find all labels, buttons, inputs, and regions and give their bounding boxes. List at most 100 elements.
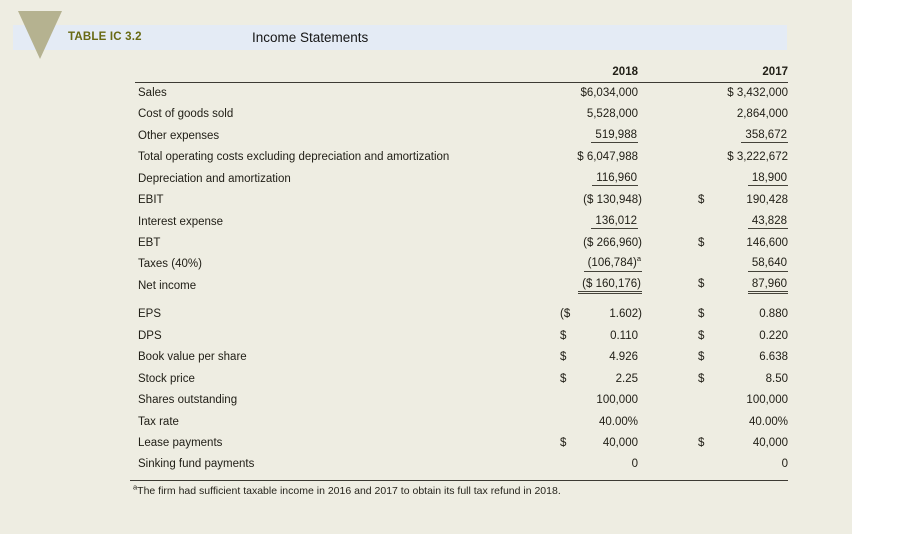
currency-prefix: $: [698, 237, 705, 250]
cell-value: 100,000: [596, 394, 638, 407]
table-row: EBIT ($ 130,948) $190,428: [135, 190, 788, 211]
cell-2017: $190,428: [698, 195, 788, 207]
cell-value: $6,034,000: [580, 86, 638, 99]
table-row: Stock price $2.25 $8.50: [135, 369, 788, 390]
cell-value: 2.25: [615, 372, 638, 385]
footnote-marker: a: [133, 482, 138, 492]
cell-2018: 0: [560, 459, 638, 471]
table-body: Sales $6,034,000 $ 3,432,000 Cost of goods …: [135, 83, 788, 476]
cell-value: 519,988: [591, 129, 638, 144]
cell-2017: 18,900: [698, 172, 788, 187]
cell-value: 2,864,000: [736, 108, 788, 121]
cell-2018: ($ 130,948): [560, 195, 642, 207]
table-row: Other expenses 519,988 358,672: [135, 126, 788, 147]
cell-value: 40.00%: [748, 415, 788, 428]
cell-2017: $0.880: [698, 309, 788, 321]
cell-value: 43,828: [747, 215, 788, 230]
row-label: Sinking fund payments: [138, 458, 255, 471]
cell-2018: 5,528,000: [560, 109, 638, 121]
table-row: Depreciation and amortization 116,960 18,9…: [135, 169, 788, 190]
cell-2018: $2.25: [560, 372, 638, 386]
currency-prefix: ($: [560, 308, 571, 321]
table-panel: TABLE IC 3.2 Income Statements 2018 2017…: [0, 0, 852, 534]
table-row: Net income ($ 160,176) $87,960: [135, 276, 788, 297]
cell-value: 0.110: [610, 329, 638, 342]
cell-value: 136,012: [591, 215, 638, 230]
cell-value: ($ 130,948): [583, 194, 642, 207]
footnote-text: The firm had sufficient taxable income i…: [137, 484, 561, 497]
row-label: Other expenses: [138, 129, 220, 142]
cell-2017: $8.50: [698, 372, 788, 386]
table-row: Tax rate 40.00% 40.00%: [135, 412, 788, 433]
column-header-2018: 2018: [560, 65, 638, 79]
cell-2017: 2,864,000: [698, 109, 788, 121]
row-label: DPS: [138, 329, 162, 342]
cell-2018: $40,000: [560, 436, 638, 450]
column-header-2018-text: 2018: [612, 65, 638, 78]
cell-2018: (106,784)a: [560, 255, 642, 272]
cell-value: 0.880: [759, 308, 788, 321]
row-label: Lease payments: [138, 436, 223, 449]
cell-value: 190,428: [746, 194, 788, 207]
currency-prefix: $: [698, 308, 705, 321]
cell-2017: $87,960: [698, 278, 788, 295]
row-label: Interest expense: [138, 215, 224, 228]
currency-prefix: $: [698, 351, 705, 364]
cell-value: 40,000: [752, 436, 788, 449]
income-statement-table: 2018 2017 Sales $6,034,000 $ 3,432,000 Cost…: [130, 58, 788, 497]
cell-2017: 43,828: [698, 215, 788, 230]
cell-value: 18,900: [747, 172, 788, 187]
cell-2018: $0.110: [560, 329, 638, 343]
cell-2017: $0.220: [698, 329, 788, 343]
cell-value: $ 6,047,988: [577, 151, 638, 164]
cell-2018: 519,988: [560, 129, 638, 144]
row-label: Book value per share: [138, 351, 247, 364]
currency-prefix: $: [698, 329, 705, 342]
table-row: Total operating costs excluding deprecia…: [135, 147, 788, 168]
cell-2018: 100,000: [560, 395, 638, 407]
table-row: Cost of goods sold 5,528,000 2,864,000: [135, 104, 788, 125]
cell-2018: ($ 1.602): [560, 308, 642, 321]
cell-2017: $6.638: [698, 352, 788, 364]
cell-value: 4.926: [609, 351, 638, 364]
cell-value: 58,640: [747, 258, 788, 272]
cell-value: 87,960: [747, 278, 788, 295]
cell-2017: 0: [698, 459, 788, 471]
cell-2018: $4.926: [560, 352, 638, 364]
currency-prefix: $: [698, 372, 705, 385]
cell-2017: $146,600: [698, 238, 788, 250]
cell-2017: $ 3,432,000: [698, 87, 788, 100]
table-row: Lease payments $40,000 $40,000: [135, 433, 788, 454]
table-row: DPS $0.110 $0.220: [135, 326, 788, 347]
cell-value: 358,672: [741, 129, 788, 144]
table-row: EPS ($ 1.602) $0.880: [135, 304, 788, 325]
cell-2018: ($ 160,176): [560, 278, 642, 295]
cell-2017: $ 3,222,672: [698, 152, 788, 164]
table-title: Income Statements: [252, 30, 369, 45]
table-row: Sales $6,034,000 $ 3,432,000: [135, 83, 788, 104]
currency-prefix: $: [560, 329, 567, 342]
row-label: Total operating costs excluding deprecia…: [138, 151, 450, 164]
cell-2017: $40,000: [698, 436, 788, 450]
table-row: Book value per share $4.926 $6.638: [135, 347, 788, 368]
table-row: Taxes (40%) (106,784)a 58,640: [135, 255, 788, 276]
cell-value: ($ 160,176): [578, 278, 642, 295]
cell-value: 0: [631, 458, 638, 471]
currency-prefix: $: [560, 436, 567, 449]
column-header-2017-text: 2017: [762, 65, 788, 78]
cell-value: 40.00%: [598, 415, 638, 428]
currency-prefix: $: [698, 194, 705, 207]
table-row: EBT ($ 266,960) $146,600: [135, 233, 788, 254]
row-label: Cost of goods sold: [138, 108, 234, 121]
column-header-2017: 2017: [698, 65, 788, 79]
cell-value: 0.220: [759, 329, 788, 342]
row-label: Stock price: [138, 372, 195, 385]
row-label: Depreciation and amortization: [138, 172, 291, 185]
cell-value: 1.602): [609, 308, 642, 321]
currency-prefix: $: [560, 351, 567, 364]
table-header-band: [13, 25, 787, 50]
cell-value: ($ 266,960): [583, 237, 642, 250]
cell-value: 40,000: [602, 436, 638, 449]
cell-2017: 58,640: [698, 258, 788, 272]
